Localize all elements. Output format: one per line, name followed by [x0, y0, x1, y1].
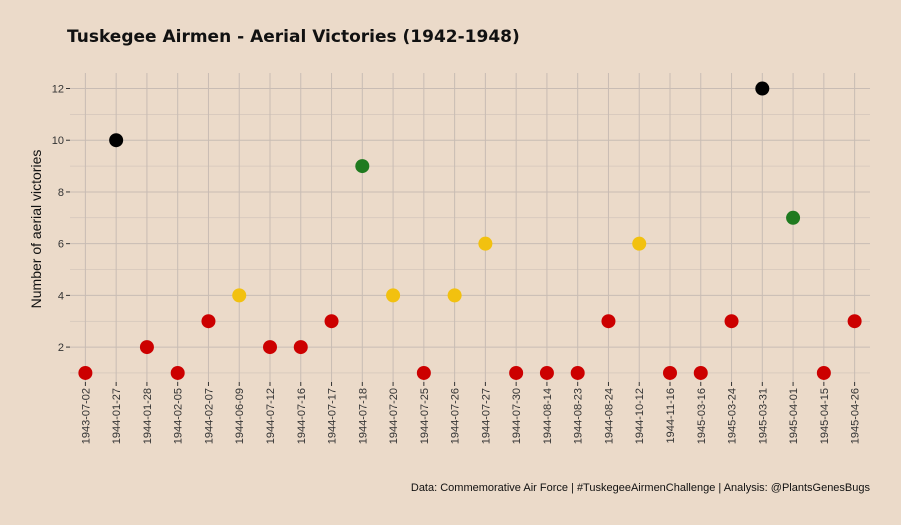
data-point [263, 340, 277, 355]
data-point [570, 365, 585, 380]
axis-layer: 2 4 6 8 10 12 1943-07-02 1944-01-27 1944-01-28 19… [52, 84, 862, 445]
data-point [170, 365, 185, 380]
x-tick-label: 1944-07-25 [419, 388, 431, 444]
data-point [386, 288, 401, 303]
x-tick-label: 1944-08-23 [573, 388, 585, 444]
y-tick-label: 4 [58, 290, 64, 302]
y-tick-label: 8 [58, 187, 64, 199]
data-point [724, 314, 739, 329]
x-tick-label: 1944-07-26 [450, 388, 462, 444]
data-point [601, 314, 616, 329]
x-tick-label: 1943-07-02 [80, 388, 92, 444]
data-point [201, 314, 216, 329]
x-tick-label: 1945-04-26 [850, 388, 862, 444]
data-point [324, 314, 339, 329]
x-tick-label: 1944-07-12 [265, 388, 277, 444]
x-tick-label: 1945-03-16 [696, 388, 708, 444]
x-tick-label: 1944-07-18 [357, 388, 369, 444]
x-tick-label: 1944-07-17 [327, 388, 339, 444]
data-point [693, 365, 708, 380]
data-point [139, 340, 154, 355]
data-point [509, 365, 524, 380]
x-tick-label: 1944-07-27 [480, 388, 492, 444]
point-layer [78, 81, 862, 380]
data-point [232, 288, 247, 303]
x-tick-label: 1944-07-16 [296, 388, 308, 444]
data-point [539, 365, 554, 380]
y-tick-label: 12 [52, 84, 64, 96]
data-point [632, 236, 647, 251]
x-tick-label: 1945-03-24 [727, 388, 739, 444]
x-tick-label: 1944-01-27 [111, 388, 123, 444]
data-point [478, 236, 493, 251]
y-tick-label: 6 [58, 239, 64, 251]
x-tick-label: 1944-01-28 [142, 388, 154, 444]
y-tick-label: 2 [58, 342, 64, 354]
x-tick-label: 1944-08-24 [603, 388, 615, 444]
y-axis-title: Number of aerial victories [28, 150, 44, 309]
chart-caption: Data: Commemorative Air Force | #Tuskege… [410, 482, 870, 494]
data-point [816, 365, 831, 380]
grid-layer [70, 73, 870, 382]
x-tick-label: 1944-10-12 [634, 388, 646, 444]
data-point [755, 81, 770, 96]
data-point [416, 365, 431, 380]
data-point [78, 365, 93, 380]
chart-title: Tuskegee Airmen - Aerial Victories (1942… [67, 27, 520, 47]
x-tick-label: 1945-04-15 [819, 388, 831, 444]
data-point [293, 340, 308, 355]
x-tick-label: 1944-07-30 [511, 388, 523, 444]
x-tick-label: 1944-11-16 [665, 388, 677, 443]
y-tick-label: 10 [52, 135, 64, 147]
x-tick-label: 1944-02-05 [173, 388, 185, 444]
data-point [786, 210, 801, 225]
x-tick-label: 1944-08-14 [542, 388, 554, 444]
data-point [847, 314, 862, 329]
data-point [663, 365, 677, 380]
x-tick-label: 1944-07-20 [388, 388, 400, 444]
x-tick-label: 1945-03-31 [757, 388, 769, 444]
data-point [447, 288, 462, 303]
x-tick-label: 1944-06-09 [234, 388, 246, 444]
data-point [109, 133, 124, 148]
x-tick-label: 1945-04-01 [788, 388, 800, 444]
x-tick-label: 1944-02-07 [203, 388, 215, 444]
data-point [355, 159, 370, 174]
